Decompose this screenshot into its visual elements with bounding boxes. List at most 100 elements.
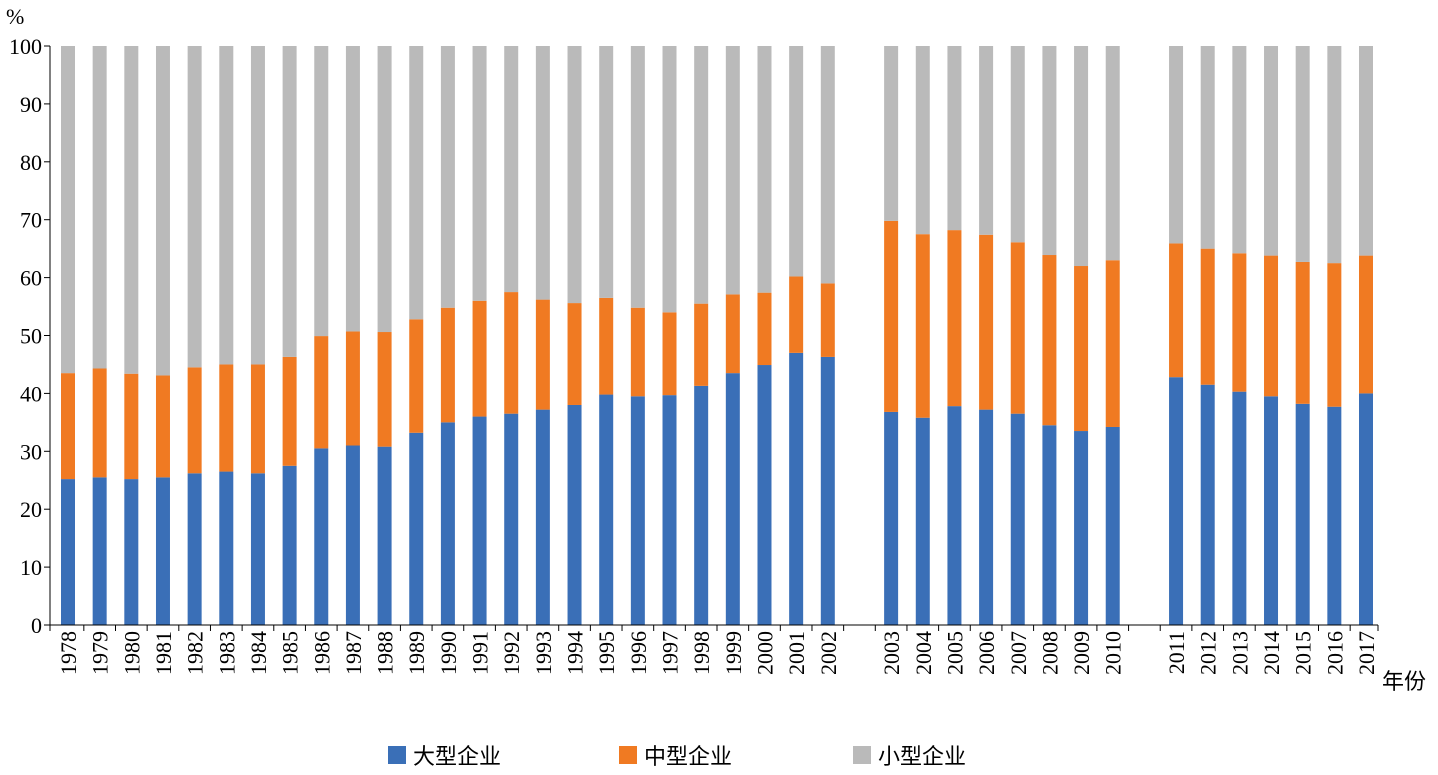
bar-segment [1295, 261, 1310, 404]
bar-segment [377, 46, 392, 333]
legend-swatch [388, 746, 406, 764]
bar-segment [155, 46, 170, 376]
x-tick-label: 2007 [1006, 631, 1031, 675]
x-tick-label: 1992 [499, 631, 524, 675]
x-tick-label: 1996 [626, 631, 651, 675]
bar-segment [282, 356, 297, 466]
x-tick-label: 2005 [942, 631, 967, 675]
y-unit-label: % [6, 4, 24, 29]
bar-segment [282, 465, 297, 625]
bar-segment [630, 396, 645, 625]
axes [49, 46, 1378, 626]
bar-segment [1169, 46, 1184, 244]
bar-segment [345, 331, 360, 446]
bar-segment [1169, 243, 1184, 378]
bar-segment [915, 46, 930, 235]
bar-segment [377, 332, 392, 447]
bar-segment [1169, 377, 1184, 625]
bar-segment [820, 356, 835, 625]
y-tick-label: 30 [20, 439, 42, 464]
x-tick-label: 1987 [341, 631, 366, 675]
bar-segment [440, 422, 455, 625]
legend-swatch [619, 746, 637, 764]
bar-segment [504, 413, 519, 625]
bar-segment [1359, 46, 1373, 256]
bar-segment [662, 395, 677, 625]
x-tick-label: 1982 [183, 631, 208, 675]
bar-segment [567, 303, 582, 405]
bar-segment [535, 46, 550, 300]
x-tick-label: 2012 [1196, 631, 1221, 675]
bar-segment [61, 373, 75, 480]
bar-segment [314, 448, 329, 625]
bar-segment [1105, 260, 1120, 427]
x-tick-label: 1991 [468, 631, 493, 675]
bar-segment [725, 373, 740, 625]
bar-segment [915, 234, 930, 418]
bar-segment [820, 283, 835, 357]
bar-segment [345, 46, 360, 332]
bar-segment [250, 364, 265, 474]
bar-segment [947, 230, 962, 407]
bar-segment [1327, 46, 1342, 264]
x-tick-label: 2006 [974, 631, 999, 675]
x-tick-label: 1983 [214, 631, 239, 675]
y-tick-label: 60 [20, 266, 42, 291]
bar-segment [599, 297, 614, 395]
bar-segment [567, 404, 582, 625]
bar-segment [1200, 384, 1215, 625]
x-tick-label: 2016 [1322, 631, 1347, 675]
bar-segment [1074, 266, 1089, 432]
bar-segment [504, 46, 519, 293]
bar-segment [979, 234, 994, 410]
bar-segment [1010, 242, 1025, 414]
bar-segment [187, 367, 202, 474]
x-axis-title: 年份 [1382, 670, 1426, 695]
bar-segment [1327, 406, 1342, 625]
x-tick-label: 1981 [151, 631, 176, 675]
bar-segment [409, 432, 424, 625]
bar-segment [472, 300, 487, 417]
bar-segment [1327, 263, 1342, 407]
bar-segment [1074, 46, 1089, 267]
bar-segment [884, 411, 899, 625]
x-tick-label: 1993 [531, 631, 556, 675]
bar-segment [725, 46, 740, 295]
bar-segment [377, 446, 392, 625]
bar-segment [1264, 255, 1279, 397]
x-tick-label: 1999 [721, 631, 746, 675]
x-tick-label: 1994 [563, 631, 588, 675]
x-tick-label: 1985 [278, 631, 303, 675]
bar-segment [694, 46, 709, 304]
x-tick-label: 1980 [119, 631, 144, 675]
bar-segment [92, 46, 107, 369]
x-tick-label: 2000 [752, 631, 777, 675]
x-tick-label: 2003 [879, 631, 904, 675]
bar-segment [979, 409, 994, 625]
x-axis-ticks: 1978 1979 1980 1981 1982 1983 1984 1985 1986 1987… [49, 625, 1379, 675]
x-tick-label: 2008 [1037, 631, 1062, 675]
bar-segment [1010, 413, 1025, 625]
y-tick-label: 90 [20, 92, 42, 117]
legend-swatch [853, 746, 871, 764]
bar-segment [409, 319, 424, 433]
bar-segment [1232, 253, 1247, 392]
x-tick-label: 2015 [1291, 631, 1316, 675]
x-tick-label: 1984 [246, 631, 271, 675]
bar-segment [61, 46, 75, 374]
bar-segment [979, 46, 994, 235]
bar-segment [1200, 46, 1215, 249]
bar-segment [1042, 425, 1057, 625]
bar-segment [947, 46, 962, 231]
bar-segment [789, 352, 804, 625]
bar-segment [599, 46, 614, 298]
bar-segment [409, 46, 424, 320]
x-tick-label: 1989 [404, 631, 429, 675]
y-tick-label: 10 [20, 555, 42, 580]
y-tick-label: 20 [20, 497, 42, 522]
bar-segment [757, 292, 772, 366]
x-tick-label: 2011 [1164, 631, 1189, 674]
bar-segment [725, 294, 740, 374]
bar-segment [1074, 431, 1089, 625]
